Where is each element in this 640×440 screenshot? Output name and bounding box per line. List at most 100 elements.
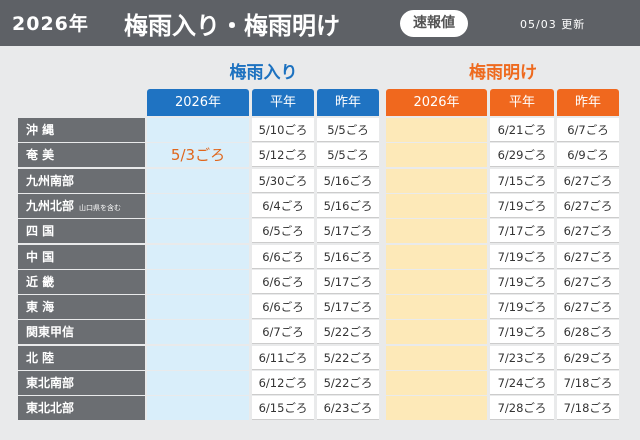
date-cell: 7/19ごろ (490, 244, 554, 269)
date-cell: 5/3ごろ (147, 143, 249, 168)
date-cell: 5/17ごろ (317, 269, 379, 294)
date-cell: 7/17ごろ (490, 219, 554, 244)
region-name: 中 国 (26, 249, 55, 264)
title-year: 2026年 (12, 13, 89, 35)
date-cell: 5/17ごろ (317, 219, 379, 244)
date-cell: 5/16ごろ (317, 168, 379, 193)
date-cell (147, 168, 249, 193)
region-name: 沖 縄 (26, 123, 55, 137)
date-cell: 7/18ごろ (557, 371, 619, 395)
date-cell (386, 345, 487, 370)
date-cell (386, 219, 487, 244)
region-name: 近 畿 (26, 274, 55, 289)
date-cell: 6/28ごろ (557, 320, 619, 345)
region-cell: 東北南部 (18, 371, 145, 395)
date-cell: 7/19ごろ (490, 320, 554, 345)
date-cell: 6/4ごろ (252, 193, 314, 218)
group-label: 梅雨明け (469, 63, 537, 83)
region-name: 奄 美 (26, 148, 55, 163)
date-cell (386, 269, 487, 294)
date-cell: 5/22ごろ (317, 371, 379, 395)
date-cell: 6/27ごろ (557, 168, 619, 193)
date-cell (147, 320, 249, 345)
date-cell (147, 219, 249, 244)
region-name: 四 国 (26, 224, 55, 239)
date-cell: 6/7ごろ (252, 320, 314, 345)
date-cell: 6/15ごろ (252, 396, 314, 421)
date-cell: 5/5ごろ (317, 118, 379, 142)
date-cell: 5/16ごろ (317, 193, 379, 218)
date-cell: 5/30ごろ (252, 168, 314, 193)
date-cell (386, 396, 487, 421)
date-cell (386, 143, 487, 168)
column-header: 昨年 (557, 89, 619, 116)
region-name: 九州南部 (26, 173, 75, 188)
date-cell (386, 118, 487, 142)
date-cell (386, 193, 487, 218)
date-cell: 6/6ごろ (252, 295, 314, 320)
title: 梅雨入り・梅雨明け (124, 12, 340, 40)
date-cell: 5/10ごろ (252, 118, 314, 142)
date-cell: 6/27ごろ (557, 193, 619, 218)
date-cell (147, 193, 249, 218)
date-cell: 6/27ごろ (557, 244, 619, 269)
date-cell: 6/7ごろ (557, 118, 619, 142)
region-cell: 九州北部 山口県を含む (18, 193, 145, 218)
region-name: 関東甲信 (26, 325, 75, 340)
date-cell: 6/29ごろ (557, 345, 619, 370)
updated-time: 05/03 更新 (520, 18, 586, 31)
date-cell: 6/9ごろ (557, 143, 619, 168)
column-header: 昨年 (317, 89, 379, 116)
date-cell: 7/19ごろ (490, 269, 554, 294)
region-name: 東北南部 (26, 376, 75, 390)
date-cell: 6/23ごろ (317, 396, 379, 421)
date-cell (147, 269, 249, 294)
region-cell: 関東甲信 (18, 320, 145, 345)
date-cell: 6/5ごろ (252, 219, 314, 244)
region-name: 九州北部 (26, 198, 75, 213)
date-cell: 7/19ごろ (490, 193, 554, 218)
date-cell (386, 244, 487, 269)
date-cell: 6/27ごろ (557, 269, 619, 294)
date-cell: 5/12ごろ (252, 143, 314, 168)
date-cell (147, 295, 249, 320)
date-cell: 6/27ごろ (557, 219, 619, 244)
date-cell (147, 118, 249, 142)
date-cell: 5/16ごろ (317, 244, 379, 269)
region-cell: 東 海 (18, 295, 145, 320)
date-cell (147, 396, 249, 421)
region-cell: 中 国 (18, 244, 145, 269)
date-cell: 5/22ごろ (317, 345, 379, 370)
region-name: 北 陸 (26, 350, 55, 365)
date-cell: 6/6ごろ (252, 269, 314, 294)
column-header: 平年 (252, 89, 314, 116)
region-cell: 沖 縄 (18, 118, 145, 142)
date-cell: 5/22ごろ (317, 320, 379, 345)
date-cell: 7/19ごろ (490, 295, 554, 320)
region-cell: 近 畿 (18, 269, 145, 294)
region-name: 東 海 (26, 300, 55, 315)
region-cell: 北 陸 (18, 345, 145, 370)
date-cell: 7/28ごろ (490, 396, 554, 421)
region-cell: 東北北部 (18, 396, 145, 421)
date-cell: 6/29ごろ (490, 143, 554, 168)
badge: 速報値 (400, 10, 468, 37)
date-cell: 6/21ごろ (490, 118, 554, 142)
date-cell: 6/11ごろ (252, 345, 314, 370)
date-cell: 6/27ごろ (557, 295, 619, 320)
date-cell: 7/23ごろ (490, 345, 554, 370)
date-cell (386, 168, 487, 193)
date-cell: 7/15ごろ (490, 168, 554, 193)
region-note: 山口県を含む (79, 203, 122, 212)
column-header: 平年 (490, 89, 554, 116)
date-cell (386, 320, 487, 345)
top-bar (0, 0, 640, 46)
group-label: 梅雨入り (229, 63, 298, 83)
region-cell: 九州南部 (18, 168, 145, 193)
date-cell: 5/17ごろ (317, 295, 379, 320)
date-cell: 6/12ごろ (252, 371, 314, 395)
date-cell: 6/6ごろ (252, 244, 314, 269)
date-cell (147, 244, 249, 269)
date-cell: 7/18ごろ (557, 396, 619, 421)
